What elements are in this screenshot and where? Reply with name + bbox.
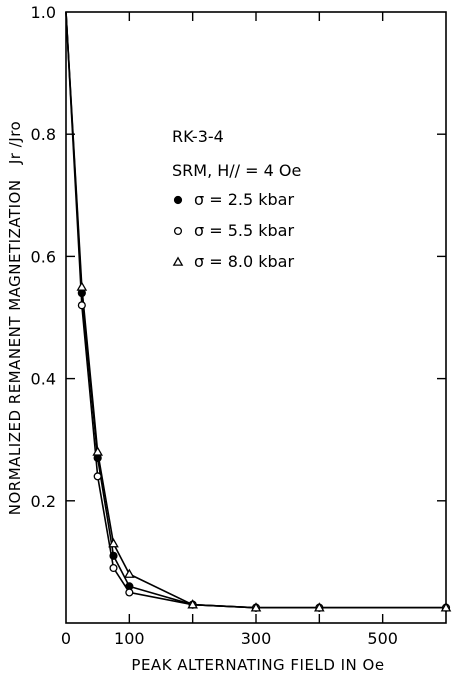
y-axis-title: NORMALIZED REMANENT MAGNETIZATION Jr /Jr… (6, 121, 24, 515)
axis-tick-labels: 0 100 300 500 0.2 0.4 0.6 0.8 1.0 (31, 3, 398, 648)
plot-frame (65, 11, 447, 624)
legend-marker-1 (173, 195, 183, 205)
data-point-series-3 (440, 602, 452, 612)
y-axis-title-text: NORMALIZED REMANENT MAGNETIZATION (6, 179, 24, 515)
series-line-2 (65, 11, 446, 609)
x-tick-label: 300 (241, 629, 272, 648)
axis-ticks (66, 12, 446, 623)
y-axis-title-symbol: Jr /Jro (6, 121, 24, 165)
y-tick-label: 0.6 (31, 247, 56, 266)
data-point-series-3 (92, 446, 103, 456)
series-line-3 (65, 11, 446, 609)
y-tick-label: 0.8 (31, 125, 56, 144)
legend-label-3: σ = 8.0 kbar (194, 252, 294, 271)
annotation-condition: SRM, H// = 4 Oe (172, 161, 301, 180)
y-tick-label: 0.2 (31, 492, 56, 511)
legend-marker-2 (173, 226, 183, 236)
x-axis-title: PEAK ALTERNATING FIELD IN Oe (131, 656, 384, 674)
legend: σ = 2.5 kbar σ = 5.5 kbar σ = 8.0 kbar (172, 190, 294, 271)
legend-marker-3 (172, 256, 184, 266)
data-point-series-3 (108, 538, 119, 548)
legend-label-1: σ = 2.5 kbar (194, 190, 294, 209)
y-tick-label: 1.0 (31, 3, 56, 22)
annotation-sample: RK-3-4 (172, 127, 224, 146)
data-point-series-2 (77, 301, 86, 310)
x-tick-label: 0 (61, 629, 71, 648)
data-point-series-3 (314, 602, 325, 612)
data-point-series-3 (124, 568, 135, 578)
data-point-series-2 (125, 588, 134, 597)
data-point-series-2 (109, 563, 118, 573)
series-line-1 (65, 11, 446, 609)
series-lines (65, 11, 446, 609)
data-point-series-2 (93, 472, 102, 481)
y-tick-label: 0.4 (31, 370, 56, 389)
data-point-series-3 (187, 599, 198, 609)
data-point-series-1 (109, 551, 118, 560)
legend-label-2: σ = 5.5 kbar (194, 221, 294, 240)
x-tick-label: 100 (114, 629, 145, 648)
x-tick-label: 500 (367, 629, 398, 648)
series-markers (76, 281, 452, 612)
data-point-series-3 (250, 602, 262, 612)
data-point-series-3 (76, 281, 88, 291)
